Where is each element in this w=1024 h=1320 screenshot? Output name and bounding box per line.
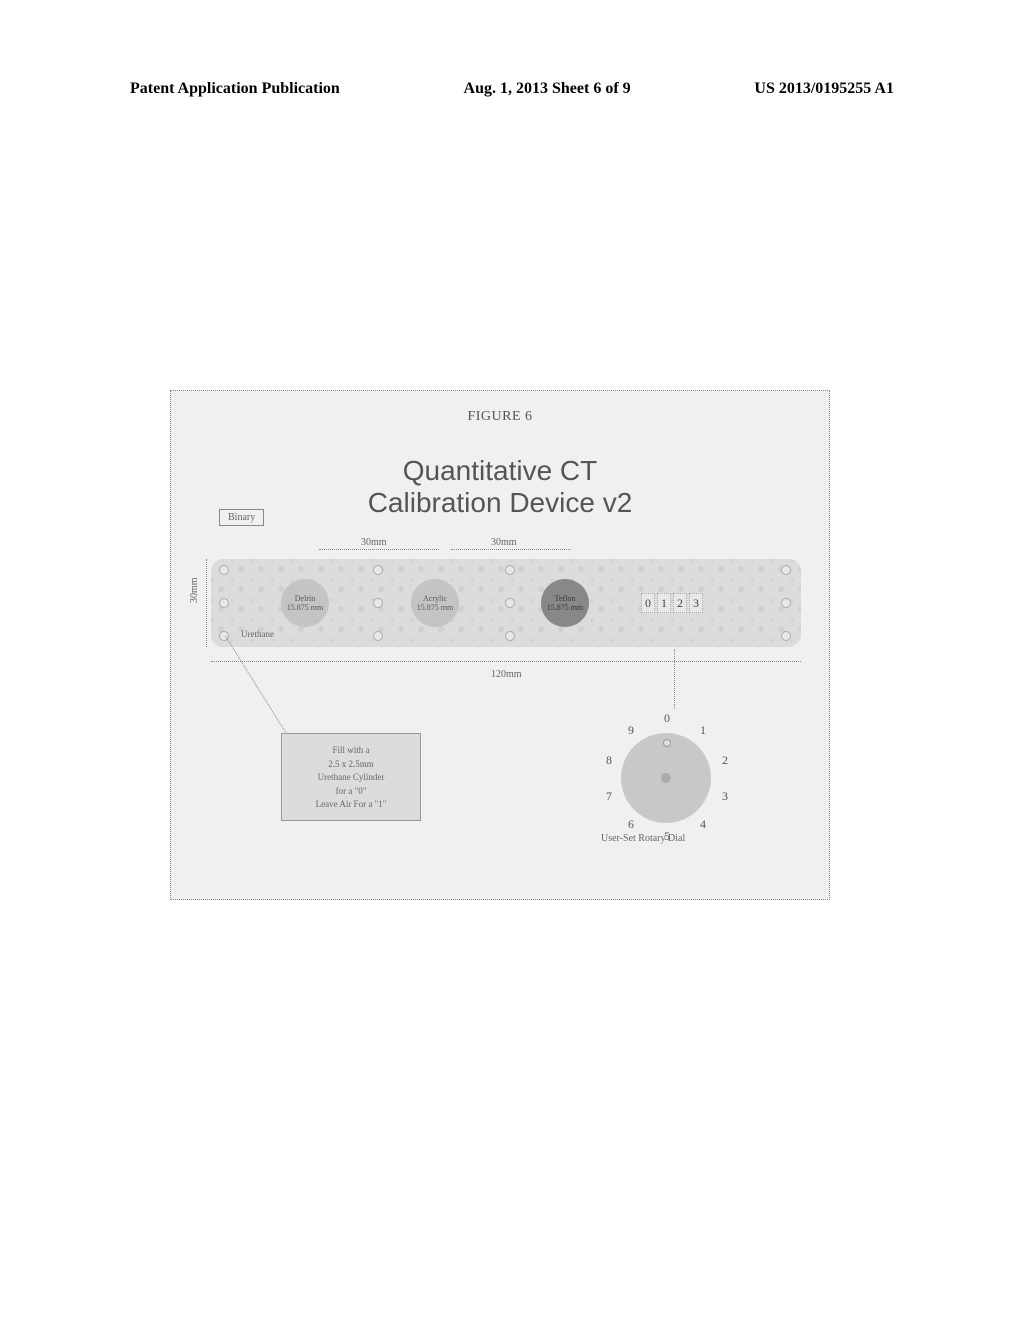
- callout-leader: [225, 636, 287, 734]
- cylinder-acrylic: Acrylic 15.875 mm: [411, 579, 459, 627]
- rotary-number: 7: [601, 789, 617, 804]
- binary-hole: [505, 565, 515, 575]
- dimension-gap2-label: 30mm: [491, 537, 517, 548]
- binary-hole: [373, 598, 383, 608]
- cylinder-name: Delrin: [295, 594, 315, 603]
- cylinder-teflon: Teflon 15.875 mm: [541, 579, 589, 627]
- cylinder-dia: 15.875 mm: [417, 603, 453, 612]
- rotary-leader: [674, 649, 675, 709]
- header-center: Aug. 1, 2013 Sheet 6 of 9: [464, 80, 631, 98]
- rotary-indicator: [663, 739, 671, 747]
- binary-hole: [505, 631, 515, 641]
- mount-hole: [781, 598, 791, 608]
- rotary-number: 9: [623, 723, 639, 738]
- cylinder-delrin: Delrin 15.875 mm: [281, 579, 329, 627]
- callout-text: for a "0": [288, 785, 414, 799]
- digit-cell: 1: [657, 593, 671, 613]
- callout-text: Fill with a: [288, 744, 414, 758]
- callout-box: Fill with a 2.5 x 2.5mm Urethane Cylinde…: [281, 733, 421, 821]
- urethane-label: Urethane: [241, 629, 274, 639]
- calibration-bar: Delrin 15.875 mm Acrylic 15.875 mm Teflo…: [211, 559, 801, 647]
- header-right: US 2013/0195255 A1: [754, 80, 894, 98]
- digit-cell: 3: [689, 593, 703, 613]
- dimension-gap1-label: 30mm: [361, 537, 387, 548]
- rotary-dial-face: [621, 733, 711, 823]
- figure-title-line1: Quantitative CT: [171, 455, 829, 487]
- binary-hole: [373, 631, 383, 641]
- dimension-width-arrow: [211, 661, 801, 662]
- mount-hole: [781, 565, 791, 575]
- cylinder-name: Teflon: [555, 594, 576, 603]
- figure-panel: FIGURE 6 Quantitative CT Calibration Dev…: [170, 390, 830, 900]
- figure-caption: FIGURE 6: [171, 391, 829, 425]
- dimension-width-label: 120mm: [491, 669, 522, 680]
- rotary-center-dot: [661, 773, 671, 783]
- digit-cell: 0: [641, 593, 655, 613]
- figure-title-line2: Calibration Device v2: [171, 487, 829, 519]
- dimension-gap2-arrow: [451, 549, 571, 550]
- mount-hole: [219, 565, 229, 575]
- page-header: Patent Application Publication Aug. 1, 2…: [0, 0, 1024, 98]
- header-left: Patent Application Publication: [130, 80, 340, 98]
- callout-text: Leave Air For a "1": [288, 798, 414, 812]
- cylinder-dia: 15.875 mm: [287, 603, 323, 612]
- rotary-number: 4: [695, 817, 711, 832]
- mount-hole: [781, 631, 791, 641]
- rotary-dial-figure: 0 1 2 3 4 5 6 7 8 9: [591, 703, 741, 853]
- cylinder-name: Acrylic: [423, 594, 447, 603]
- rotary-number: 2: [717, 753, 733, 768]
- binary-digit-strip: 0 1 2 3: [641, 593, 703, 613]
- dimension-gap1-arrow: [319, 549, 439, 550]
- rotary-number: 3: [717, 789, 733, 804]
- callout-text: Urethane Cylinder: [288, 771, 414, 785]
- binary-hole: [373, 565, 383, 575]
- binary-hole: [505, 598, 515, 608]
- rotary-number: 1: [695, 723, 711, 738]
- mount-hole: [219, 598, 229, 608]
- dimension-height-arrow: [206, 559, 207, 647]
- rotary-number: 6: [623, 817, 639, 832]
- digit-cell: 2: [673, 593, 687, 613]
- dimension-height-label: 30mm: [189, 577, 200, 603]
- rotary-number: 8: [601, 753, 617, 768]
- rotary-number: 0: [659, 711, 675, 726]
- callout-text: 2.5 x 2.5mm: [288, 758, 414, 772]
- rotary-caption: User-Set Rotary Dial: [601, 833, 685, 844]
- cylinder-dia: 15.875 mm: [547, 603, 583, 612]
- binary-label-box: Binary: [219, 509, 264, 526]
